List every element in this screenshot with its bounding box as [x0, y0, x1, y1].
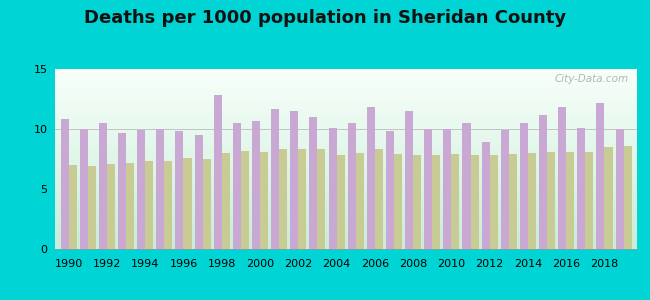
- Bar: [309, 117, 317, 249]
- Bar: [586, 152, 593, 249]
- Bar: [337, 155, 344, 249]
- Bar: [566, 152, 574, 249]
- Bar: [413, 155, 421, 249]
- Bar: [539, 115, 547, 249]
- Bar: [520, 123, 528, 249]
- Bar: [386, 131, 394, 249]
- Bar: [156, 129, 164, 249]
- Bar: [356, 153, 364, 249]
- Bar: [328, 128, 337, 249]
- Bar: [558, 107, 566, 249]
- Bar: [394, 154, 402, 249]
- Bar: [145, 161, 153, 249]
- Bar: [489, 155, 498, 249]
- Bar: [107, 164, 115, 249]
- Text: City-Data.com: City-Data.com: [554, 74, 629, 84]
- Bar: [176, 131, 183, 249]
- Bar: [222, 153, 230, 249]
- Bar: [375, 149, 383, 249]
- Bar: [60, 119, 69, 249]
- Bar: [348, 123, 356, 249]
- Bar: [616, 129, 623, 249]
- Bar: [463, 123, 471, 249]
- Bar: [597, 103, 604, 249]
- Bar: [432, 155, 440, 249]
- Bar: [500, 130, 509, 249]
- Bar: [118, 133, 126, 249]
- Bar: [291, 111, 298, 249]
- Bar: [443, 129, 451, 249]
- Bar: [528, 153, 536, 249]
- Bar: [203, 159, 211, 249]
- Bar: [577, 128, 586, 249]
- Bar: [214, 95, 222, 249]
- Bar: [194, 135, 203, 249]
- Bar: [317, 149, 326, 249]
- Bar: [252, 121, 260, 249]
- Bar: [367, 107, 375, 249]
- Bar: [547, 152, 555, 249]
- Text: Deaths per 1000 population in Sheridan County: Deaths per 1000 population in Sheridan C…: [84, 9, 566, 27]
- Bar: [80, 129, 88, 249]
- Bar: [471, 155, 478, 249]
- Bar: [241, 151, 249, 249]
- Bar: [298, 149, 306, 249]
- Bar: [424, 129, 432, 249]
- Bar: [164, 161, 172, 249]
- Bar: [279, 149, 287, 249]
- Bar: [233, 123, 241, 249]
- Bar: [69, 165, 77, 249]
- Bar: [260, 152, 268, 249]
- Bar: [604, 147, 612, 249]
- Bar: [623, 146, 632, 249]
- Bar: [482, 142, 489, 249]
- Bar: [99, 123, 107, 249]
- Bar: [509, 154, 517, 249]
- Bar: [137, 130, 145, 249]
- Bar: [405, 111, 413, 249]
- Bar: [451, 154, 460, 249]
- Bar: [183, 158, 192, 249]
- Bar: [126, 163, 134, 249]
- Bar: [271, 109, 279, 249]
- Bar: [88, 166, 96, 249]
